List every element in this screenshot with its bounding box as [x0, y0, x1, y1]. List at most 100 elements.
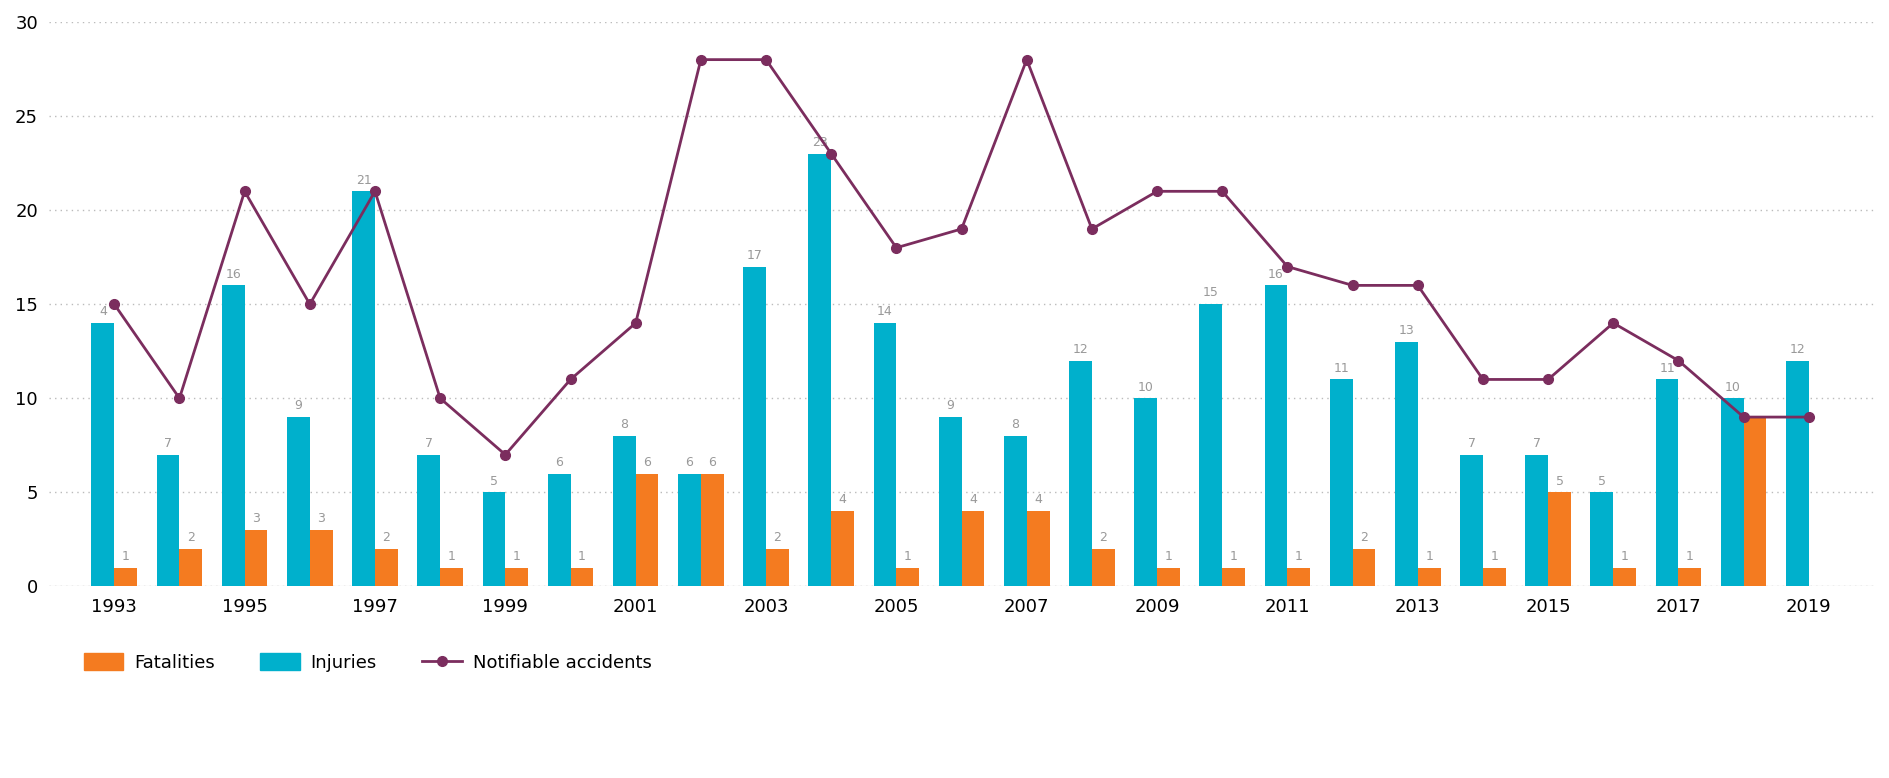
Notifiable accidents	[756, 55, 778, 65]
Bar	[678, 474, 701, 587]
Bar	[548, 474, 570, 587]
Text: 5: 5	[1555, 475, 1564, 488]
Bar	[482, 492, 506, 587]
Bar	[440, 568, 463, 587]
Text: 7: 7	[164, 437, 172, 450]
Bar	[1655, 380, 1679, 587]
Text: 15: 15	[1203, 286, 1218, 300]
Notifiable accidents	[1668, 356, 1691, 366]
Text: 4: 4	[1033, 493, 1043, 506]
Notifiable accidents	[1732, 412, 1755, 422]
Text: 21: 21	[355, 173, 372, 187]
Text: 9: 9	[295, 399, 302, 412]
Text: 14: 14	[876, 305, 893, 318]
Text: 12: 12	[1789, 343, 1806, 356]
Bar	[1591, 492, 1613, 587]
Bar	[808, 154, 831, 587]
Notifiable accidents	[429, 394, 451, 403]
Text: 2: 2	[1099, 531, 1107, 544]
Notifiable accidents	[298, 300, 321, 309]
Text: 3: 3	[317, 512, 325, 525]
Bar	[1092, 548, 1115, 587]
Bar	[1069, 361, 1092, 587]
Bar	[246, 530, 268, 587]
Notifiable accidents	[559, 375, 582, 384]
Notifiable accidents	[820, 149, 842, 159]
Text: 17: 17	[746, 249, 763, 262]
Bar	[1394, 342, 1419, 587]
Legend: Fatalities, Injuries, Notifiable accidents: Fatalities, Injuries, Notifiable acciden…	[76, 647, 659, 679]
Text: 6: 6	[686, 456, 693, 469]
Bar	[1549, 492, 1572, 587]
Notifiable accidents	[1407, 281, 1430, 290]
Notifiable accidents	[625, 318, 648, 328]
Text: 16: 16	[225, 268, 242, 281]
Bar	[1419, 568, 1441, 587]
Text: 1: 1	[1230, 550, 1237, 562]
Bar	[897, 568, 920, 587]
Bar	[742, 267, 767, 587]
Bar	[1330, 380, 1353, 587]
Bar	[115, 568, 138, 587]
Text: 3: 3	[251, 512, 261, 525]
Text: 1: 1	[1687, 550, 1694, 562]
Bar	[767, 548, 790, 587]
Bar	[1353, 548, 1375, 587]
Bar	[1460, 454, 1483, 587]
Bar	[1264, 286, 1288, 587]
Text: 1: 1	[121, 550, 130, 562]
Text: 1: 1	[1294, 550, 1303, 562]
Text: 1: 1	[1424, 550, 1434, 562]
Text: 5: 5	[489, 475, 499, 488]
Bar	[1158, 568, 1181, 587]
Bar	[157, 454, 179, 587]
Text: 1: 1	[448, 550, 455, 562]
Text: 4: 4	[969, 493, 977, 506]
Bar	[221, 286, 246, 587]
Text: 1: 1	[512, 550, 521, 562]
Text: 6: 6	[555, 456, 563, 469]
Notifiable accidents	[1147, 187, 1169, 196]
Notifiable accidents	[1081, 224, 1103, 233]
Text: 10: 10	[1137, 380, 1154, 394]
Notifiable accidents	[1602, 318, 1625, 328]
Notifiable accidents	[1211, 187, 1234, 196]
Text: 8: 8	[1011, 419, 1020, 431]
Text: 13: 13	[1398, 324, 1415, 337]
Bar	[570, 568, 593, 587]
Notifiable accidents	[1016, 55, 1039, 65]
Text: 6: 6	[642, 456, 652, 469]
Text: 7: 7	[1532, 437, 1541, 450]
Text: 7: 7	[425, 437, 433, 450]
Bar	[351, 191, 376, 587]
Text: 9: 9	[946, 399, 954, 412]
Bar	[506, 568, 529, 587]
Text: 1: 1	[578, 550, 586, 562]
Bar	[1133, 398, 1158, 587]
Bar	[1483, 568, 1506, 587]
Bar	[831, 511, 854, 587]
Text: 2: 2	[187, 531, 195, 544]
Bar	[1288, 568, 1311, 587]
Bar	[1200, 304, 1222, 587]
Bar	[1744, 417, 1766, 587]
Bar	[962, 511, 984, 587]
Text: 7: 7	[1468, 437, 1475, 450]
Text: 2: 2	[382, 531, 391, 544]
Bar	[1679, 568, 1702, 587]
Text: 1: 1	[1164, 550, 1173, 562]
Bar	[612, 436, 637, 587]
Text: 2: 2	[1360, 531, 1368, 544]
Notifiable accidents	[495, 450, 518, 459]
Text: 2: 2	[773, 531, 782, 544]
Text: 5: 5	[1598, 475, 1606, 488]
Bar	[179, 548, 202, 587]
Bar	[1721, 398, 1744, 587]
Bar	[1613, 568, 1636, 587]
Notifiable accidents	[234, 187, 257, 196]
Bar	[1222, 568, 1245, 587]
Text: 11: 11	[1659, 362, 1676, 375]
Text: 6: 6	[708, 456, 716, 469]
Bar	[1028, 511, 1050, 587]
Text: 10: 10	[1725, 380, 1740, 394]
